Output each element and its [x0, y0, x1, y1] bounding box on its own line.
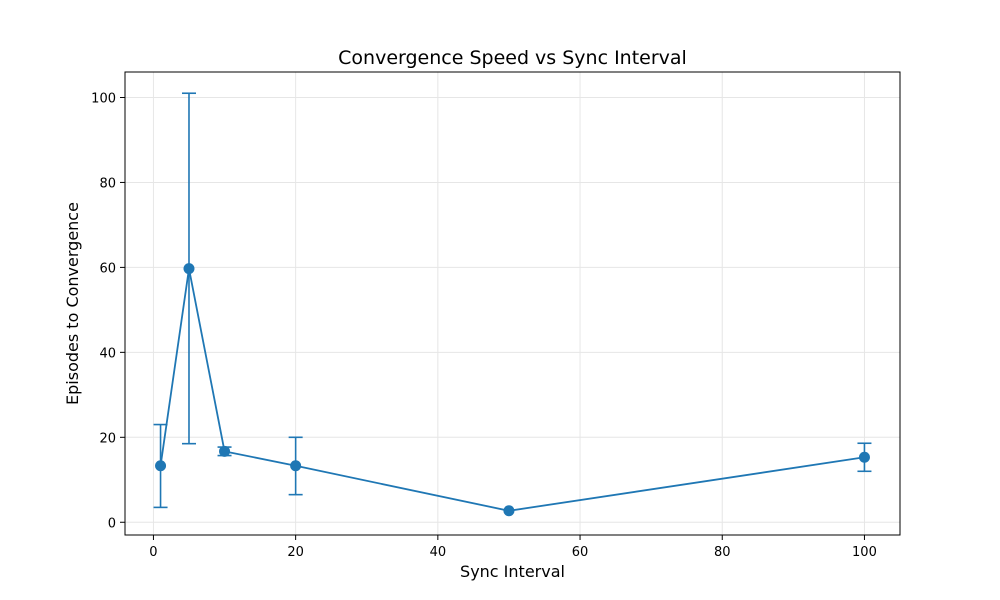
data-points — [155, 263, 870, 517]
y-axis-label: Episodes to Convergence — [63, 202, 82, 405]
y-tick-label: 40 — [99, 346, 116, 361]
data-point — [858, 451, 870, 463]
x-tick-label: 0 — [149, 545, 157, 560]
error-bars — [153, 92, 872, 509]
series-line — [159, 268, 865, 512]
y-tick-label: 20 — [99, 431, 116, 446]
x-tick-label: 80 — [714, 545, 731, 560]
data-point — [155, 460, 167, 472]
data-point — [503, 505, 515, 517]
x-tick-label: 20 — [287, 545, 304, 560]
data-point — [219, 445, 231, 457]
y-tick-label: 100 — [91, 91, 116, 106]
grid-lines — [125, 72, 900, 535]
data-point — [183, 263, 195, 275]
x-tick-label: 100 — [852, 545, 877, 560]
x-tick-label: 60 — [572, 545, 589, 560]
series-lines — [159, 268, 865, 512]
x-tick-label: 40 — [430, 545, 447, 560]
data-point — [290, 460, 302, 472]
chart-title: Convergence Speed vs Sync Interval — [338, 47, 687, 69]
y-tick-label: 0 — [108, 516, 116, 531]
plot-frame — [124, 71, 901, 536]
y-tick-label: 60 — [99, 261, 116, 276]
axis-ticks: 0 20 40 60 80 100 0 20 40 60 80 100 — [91, 91, 877, 560]
x-axis-label: Sync Interval — [460, 562, 565, 581]
y-tick-label: 80 — [99, 176, 116, 191]
